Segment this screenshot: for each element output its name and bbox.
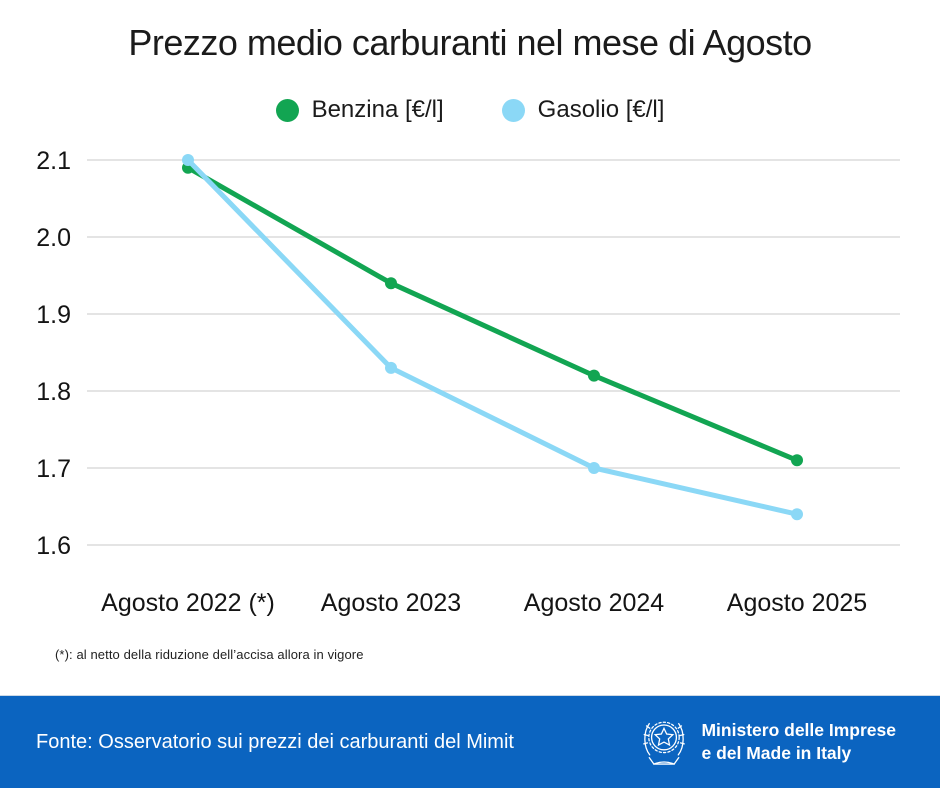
ministry-line1: Ministero delle Imprese xyxy=(701,720,896,741)
footer-bar: Fonte: Osservatorio sui prezzi dei carbu… xyxy=(0,695,940,788)
x-axis-tick-labels: Agosto 2022 (*) Agosto 2023 Agosto 2024 Ago… xyxy=(101,589,867,617)
y-tick-label: 2.0 xyxy=(36,224,71,252)
gasolio-dot-icon xyxy=(501,98,525,122)
x-tick-label: Agosto 2025 xyxy=(727,589,867,617)
data-point xyxy=(588,462,600,474)
data-point xyxy=(182,154,194,166)
legend-item-benzina: Benzina [€/l] xyxy=(275,96,444,124)
data-point xyxy=(791,454,803,467)
y-tick-label: 1.9 xyxy=(36,301,71,329)
chart-footnote: (*): al netto della riduzione dell’accis… xyxy=(55,647,364,662)
y-tick-label: 1.7 xyxy=(36,455,71,483)
chart-title: Prezzo medio carburanti nel mese di Agos… xyxy=(128,22,812,63)
series-line xyxy=(185,157,800,517)
gridlines xyxy=(87,159,900,546)
benzina-dot-icon xyxy=(275,98,299,122)
series-benzina xyxy=(182,161,803,467)
data-point xyxy=(588,369,600,382)
data-point xyxy=(791,508,803,521)
legend-label-benzina: Benzina [€/l] xyxy=(311,96,444,123)
source-text: Fonte: Osservatorio sui prezzi dei carbu… xyxy=(36,730,514,753)
italy-emblem-icon xyxy=(643,721,686,765)
y-axis-tick-labels: 2.1 2.0 1.9 1.8 1.7 1.6 xyxy=(36,147,71,560)
ministry-line2: e del Made in Italy xyxy=(701,743,852,763)
y-tick-label: 1.6 xyxy=(36,532,71,560)
chart-legend: Benzina [€/l] Gasolio [€/l] xyxy=(0,96,940,124)
data-point xyxy=(385,277,397,290)
series-line xyxy=(185,165,800,463)
x-tick-label: Agosto 2022 (*) xyxy=(101,589,275,617)
data-point xyxy=(385,361,397,374)
x-tick-label: Agosto 2023 xyxy=(321,589,461,617)
y-tick-label: 1.8 xyxy=(36,378,71,406)
legend-label-gasolio: Gasolio [€/l] xyxy=(537,96,665,123)
series-gasolio xyxy=(182,154,803,521)
y-tick-label: 2.1 xyxy=(36,147,71,175)
ministry-brand: Ministero delle Imprese e del Made in It… xyxy=(641,713,896,771)
ministry-name: Ministero delle Imprese e del Made in It… xyxy=(701,719,896,765)
x-tick-label: Agosto 2024 xyxy=(524,589,664,617)
legend-item-gasolio: Gasolio [€/l] xyxy=(501,96,665,124)
